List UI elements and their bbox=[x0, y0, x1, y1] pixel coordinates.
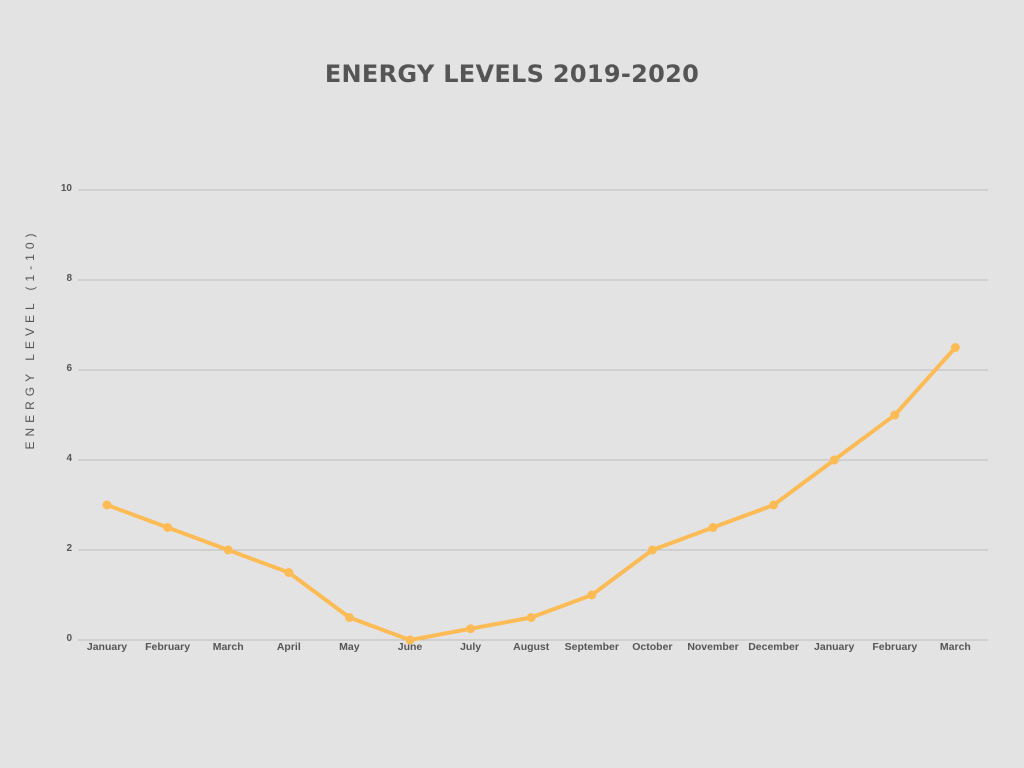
data-point bbox=[163, 523, 173, 532]
series-line bbox=[105, 345, 958, 642]
data-point bbox=[223, 545, 233, 555]
series-group bbox=[102, 343, 960, 645]
x-tick-label: September bbox=[565, 641, 619, 653]
x-tick-label: March bbox=[940, 641, 971, 653]
chart-title: ENERGY LEVELS 2019-2020 bbox=[324, 60, 700, 88]
x-tick-label: November bbox=[687, 641, 738, 653]
data-point bbox=[769, 500, 779, 510]
y-tick-label: 6 bbox=[66, 363, 72, 374]
x-tick-label: January bbox=[87, 641, 127, 653]
x-tick-label: December bbox=[748, 641, 799, 653]
data-point bbox=[950, 343, 960, 352]
x-tick-label: February bbox=[145, 641, 190, 653]
x-tick-label: June bbox=[398, 641, 423, 653]
y-tick-label: 0 bbox=[66, 633, 72, 644]
data-point bbox=[829, 455, 839, 465]
x-tick-label: April bbox=[277, 641, 301, 653]
data-point bbox=[587, 590, 597, 600]
x-tick-label: August bbox=[513, 641, 550, 653]
x-tick-label: March bbox=[213, 641, 244, 653]
x-tick-label: July bbox=[460, 641, 481, 653]
data-point bbox=[708, 523, 718, 532]
data-point bbox=[526, 613, 536, 622]
y-tick-label: 2 bbox=[66, 543, 72, 554]
x-tick-label: May bbox=[339, 641, 360, 653]
y-tick-label: 8 bbox=[66, 273, 72, 284]
y-tick-label: 4 bbox=[66, 453, 72, 464]
y-tick-labels: 0 2 4 6 8 10 bbox=[61, 183, 73, 644]
data-point bbox=[102, 500, 112, 510]
data-point bbox=[405, 635, 415, 645]
x-tick-labels: January February March April May June July Augu… bbox=[87, 641, 971, 653]
data-point bbox=[647, 545, 657, 555]
x-tick-label: January bbox=[814, 641, 854, 653]
y-tick-label: 10 bbox=[61, 183, 73, 194]
data-point bbox=[466, 624, 476, 634]
data-point bbox=[284, 568, 294, 577]
gridlines bbox=[78, 189, 988, 641]
data-point bbox=[890, 410, 900, 420]
x-tick-label: October bbox=[632, 641, 672, 653]
x-tick-label: February bbox=[872, 641, 917, 653]
data-point bbox=[344, 613, 354, 622]
